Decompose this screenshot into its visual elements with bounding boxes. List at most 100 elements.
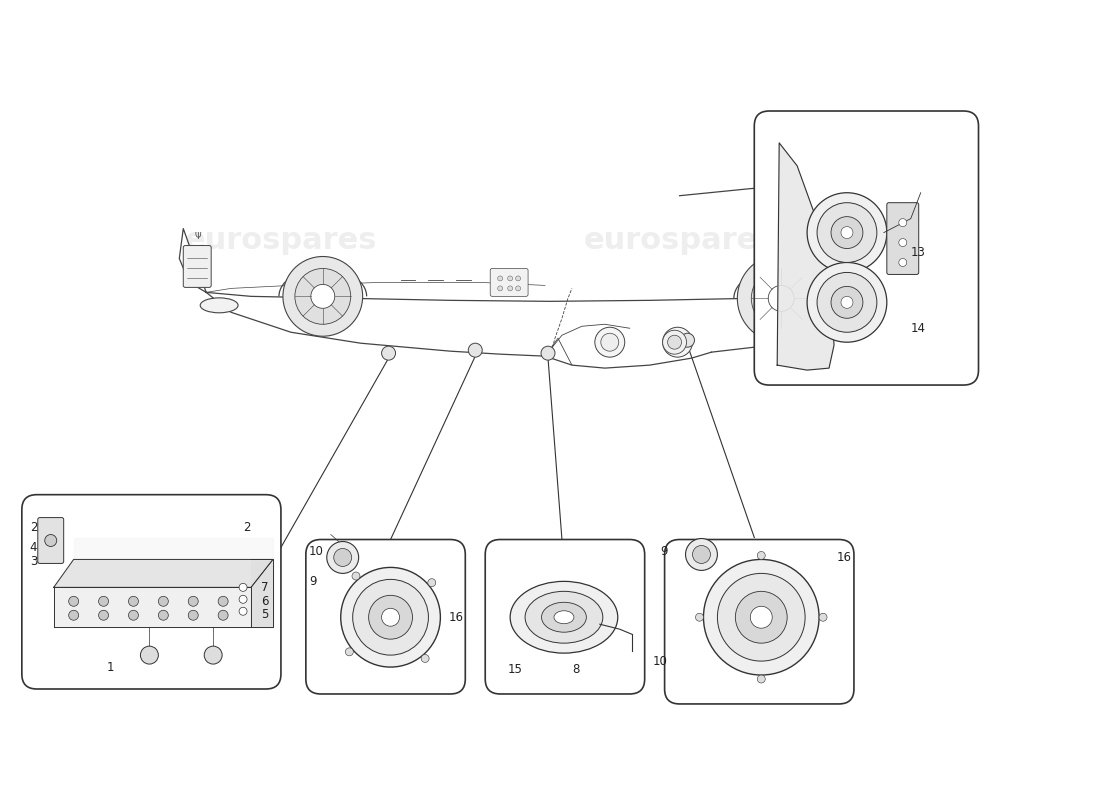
- Text: 15: 15: [508, 662, 522, 675]
- Circle shape: [469, 343, 482, 357]
- Text: 14: 14: [911, 322, 926, 334]
- Circle shape: [158, 610, 168, 620]
- Text: eurospares: eurospares: [185, 226, 377, 255]
- Circle shape: [830, 217, 862, 249]
- Text: 6: 6: [261, 594, 268, 608]
- Circle shape: [239, 583, 248, 591]
- Circle shape: [141, 646, 158, 664]
- Text: Ψ: Ψ: [195, 231, 201, 241]
- Circle shape: [333, 549, 352, 566]
- Text: 1: 1: [107, 661, 114, 674]
- Circle shape: [751, 269, 811, 328]
- Circle shape: [239, 595, 248, 603]
- Circle shape: [807, 193, 887, 273]
- Text: 16: 16: [837, 551, 852, 564]
- FancyBboxPatch shape: [306, 539, 465, 694]
- Ellipse shape: [554, 610, 574, 624]
- Polygon shape: [54, 587, 251, 627]
- FancyBboxPatch shape: [22, 494, 280, 689]
- Circle shape: [695, 614, 704, 622]
- Circle shape: [327, 542, 359, 574]
- Circle shape: [311, 285, 334, 308]
- FancyBboxPatch shape: [755, 111, 979, 385]
- Circle shape: [507, 276, 513, 281]
- Circle shape: [345, 648, 353, 656]
- Circle shape: [507, 286, 513, 291]
- Circle shape: [239, 607, 248, 615]
- Circle shape: [129, 596, 139, 606]
- Circle shape: [693, 546, 711, 563]
- Text: 4: 4: [30, 541, 37, 554]
- Circle shape: [353, 579, 428, 655]
- Ellipse shape: [200, 298, 238, 313]
- Circle shape: [516, 286, 520, 291]
- Text: 10: 10: [309, 545, 323, 558]
- Circle shape: [516, 276, 520, 281]
- FancyBboxPatch shape: [491, 269, 528, 296]
- Text: 8: 8: [572, 662, 580, 675]
- Circle shape: [541, 346, 556, 360]
- Circle shape: [218, 596, 228, 606]
- Circle shape: [428, 578, 436, 586]
- Circle shape: [750, 606, 772, 628]
- Circle shape: [704, 559, 820, 675]
- Ellipse shape: [541, 602, 586, 632]
- Circle shape: [681, 334, 694, 347]
- Polygon shape: [251, 559, 273, 627]
- Circle shape: [99, 596, 109, 606]
- Text: 9: 9: [309, 575, 317, 588]
- FancyBboxPatch shape: [37, 518, 64, 563]
- Text: 9: 9: [660, 545, 668, 558]
- Circle shape: [205, 646, 222, 664]
- Text: 3: 3: [30, 555, 37, 568]
- Circle shape: [807, 262, 887, 342]
- Ellipse shape: [525, 591, 603, 643]
- Circle shape: [717, 574, 805, 661]
- FancyBboxPatch shape: [184, 246, 211, 287]
- Text: 10: 10: [652, 654, 668, 667]
- Circle shape: [899, 238, 906, 246]
- Text: 16: 16: [449, 610, 463, 624]
- Circle shape: [842, 296, 852, 308]
- Circle shape: [757, 551, 766, 559]
- FancyBboxPatch shape: [664, 539, 854, 704]
- Polygon shape: [74, 538, 273, 559]
- Circle shape: [899, 258, 906, 266]
- FancyBboxPatch shape: [887, 202, 918, 274]
- Circle shape: [817, 202, 877, 262]
- Circle shape: [158, 596, 168, 606]
- Polygon shape: [778, 143, 834, 370]
- Circle shape: [669, 334, 686, 351]
- Circle shape: [129, 610, 139, 620]
- Circle shape: [99, 610, 109, 620]
- Circle shape: [497, 286, 503, 291]
- Circle shape: [68, 610, 78, 620]
- Circle shape: [668, 335, 682, 349]
- Circle shape: [497, 276, 503, 281]
- Text: eurospares: eurospares: [583, 226, 775, 255]
- Circle shape: [45, 534, 57, 546]
- Circle shape: [899, 218, 906, 226]
- Circle shape: [601, 334, 619, 351]
- Circle shape: [737, 254, 825, 342]
- Circle shape: [662, 327, 693, 357]
- Circle shape: [295, 269, 351, 324]
- Polygon shape: [54, 559, 273, 587]
- Circle shape: [68, 596, 78, 606]
- Circle shape: [218, 610, 228, 620]
- Circle shape: [188, 610, 198, 620]
- Circle shape: [595, 327, 625, 357]
- Circle shape: [817, 273, 877, 332]
- FancyBboxPatch shape: [485, 539, 645, 694]
- Circle shape: [820, 614, 827, 622]
- Text: 13: 13: [911, 246, 925, 259]
- Circle shape: [757, 675, 766, 683]
- Circle shape: [341, 567, 440, 667]
- Text: 5: 5: [261, 608, 268, 621]
- Circle shape: [421, 654, 429, 662]
- Circle shape: [768, 286, 794, 311]
- Text: 2: 2: [243, 521, 251, 534]
- Circle shape: [382, 346, 396, 360]
- Circle shape: [368, 595, 412, 639]
- Circle shape: [842, 226, 852, 238]
